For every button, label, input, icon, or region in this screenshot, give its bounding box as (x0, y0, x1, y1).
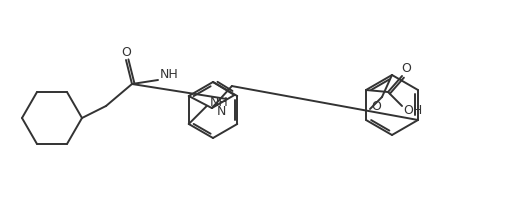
Text: NH: NH (210, 95, 228, 108)
Text: O: O (371, 101, 381, 114)
Text: O: O (401, 62, 411, 75)
Text: O: O (121, 46, 131, 59)
Text: N: N (217, 105, 226, 118)
Text: OH: OH (404, 104, 423, 117)
Text: NH: NH (160, 69, 178, 82)
